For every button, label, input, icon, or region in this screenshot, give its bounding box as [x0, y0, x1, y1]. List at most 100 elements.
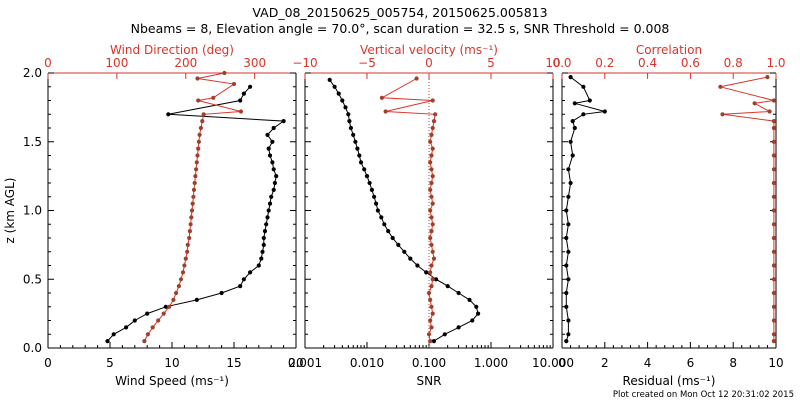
series-point-2 [428, 270, 433, 275]
series-point-2 [771, 98, 777, 103]
bottom-tick-label: 0.001 [288, 356, 322, 370]
series-point-2 [767, 109, 772, 114]
top-tick-label: 0.4 [638, 56, 657, 70]
series-point-1 [358, 160, 364, 165]
series-point-1 [375, 208, 380, 213]
series-point-2 [426, 332, 432, 337]
series-point-2 [771, 235, 777, 241]
top-axis-label: Vertical velocity (ms⁻¹) [360, 43, 498, 57]
series-point-2 [430, 174, 435, 179]
series-point-1 [367, 180, 372, 186]
top-tick-label: 0.2 [595, 56, 614, 70]
series-point-1 [442, 332, 447, 337]
series-point-2 [193, 174, 198, 179]
series-point-1 [346, 112, 351, 117]
series-point-2 [189, 215, 194, 220]
series-point-1 [564, 263, 569, 268]
series-point-2 [189, 208, 195, 213]
series-point-1 [248, 84, 253, 89]
top-tick-label: 0 [44, 56, 52, 70]
series-point-2 [176, 284, 181, 289]
series-line-2 [143, 72, 242, 342]
series-point-2 [430, 146, 435, 151]
series-point-1 [270, 139, 275, 144]
series-point-2 [195, 153, 200, 158]
bottom-tick-label: 0 [44, 356, 52, 370]
series-point-1 [264, 222, 269, 227]
series-point-1 [424, 270, 429, 275]
series-point-1 [362, 167, 367, 172]
series-point-1 [265, 132, 270, 137]
series-point-2 [183, 256, 188, 261]
series-point-2 [771, 208, 777, 213]
series-point-1 [382, 222, 387, 227]
series-point-1 [570, 153, 575, 158]
series-point-2 [191, 187, 197, 192]
series-point-1 [259, 256, 264, 261]
series-point-1 [364, 174, 370, 179]
series-point-1 [194, 297, 199, 302]
series-point-1 [415, 263, 420, 268]
series-point-2 [192, 180, 197, 186]
series-point-2 [222, 70, 227, 76]
series-point-2 [771, 318, 777, 323]
series-point-2 [196, 146, 201, 151]
series-point-2 [429, 194, 434, 199]
series-point-2 [428, 297, 433, 302]
series-point-2 [771, 194, 777, 199]
series-point-2 [429, 215, 434, 220]
series-point-1 [564, 304, 569, 309]
series-point-1 [340, 98, 345, 103]
top-tick-label: 5 [487, 56, 495, 70]
bottom-tick-label: 2 [601, 356, 609, 370]
series-point-2 [431, 119, 437, 124]
series-point-2 [771, 332, 777, 337]
series-point-2 [771, 263, 777, 268]
bottom-tick-label: 0.100 [412, 356, 446, 370]
series-point-2 [198, 125, 203, 131]
series-point-2 [429, 153, 434, 158]
series-point-1 [572, 125, 577, 131]
series-point-2 [771, 222, 777, 227]
bottom-tick-label: 6 [687, 356, 695, 370]
bottom-tick-label: 8 [729, 356, 737, 370]
series-point-2 [428, 318, 433, 323]
y-tick-label: 1.0 [23, 204, 42, 218]
top-tick-label: 100 [105, 56, 128, 70]
series-point-1 [267, 201, 273, 206]
series-point-1 [566, 167, 571, 172]
series-point-1 [467, 297, 472, 302]
series-point-2 [196, 139, 201, 144]
series-point-2 [429, 242, 434, 247]
series-point-2 [430, 277, 435, 282]
series-line-1 [329, 79, 479, 342]
series-point-2 [718, 84, 723, 89]
series-point-1 [564, 208, 569, 213]
series-point-2 [771, 290, 777, 296]
series-point-2 [771, 304, 777, 309]
series-point-1 [566, 222, 571, 227]
series-point-1 [369, 187, 374, 192]
series-point-1 [272, 180, 277, 186]
y-tick-label: 0.0 [23, 341, 42, 355]
series-point-2 [771, 180, 777, 186]
series-point-1 [587, 98, 592, 103]
series-point-2 [200, 119, 205, 124]
series-point-1 [261, 242, 266, 247]
series-point-2 [765, 75, 770, 80]
series-point-1 [238, 98, 243, 103]
panel-2: 0.001 0.010 0.100 1.000 10.000 SNR −10 −5 0 5 10 Ve… [288, 43, 574, 388]
series-point-1 [163, 304, 168, 309]
series-point-2 [426, 290, 432, 296]
series-line-1 [107, 86, 286, 342]
series-point-2 [185, 249, 190, 254]
series-point-1 [572, 101, 577, 106]
top-tick-label: 200 [174, 56, 197, 70]
bottom-tick-label: 4 [644, 356, 652, 370]
bottom-tick-label: 15 [226, 356, 241, 370]
series-point-1 [456, 325, 461, 330]
series-point-2 [429, 167, 434, 172]
series-point-2 [231, 81, 237, 87]
series-point-1 [470, 318, 475, 323]
